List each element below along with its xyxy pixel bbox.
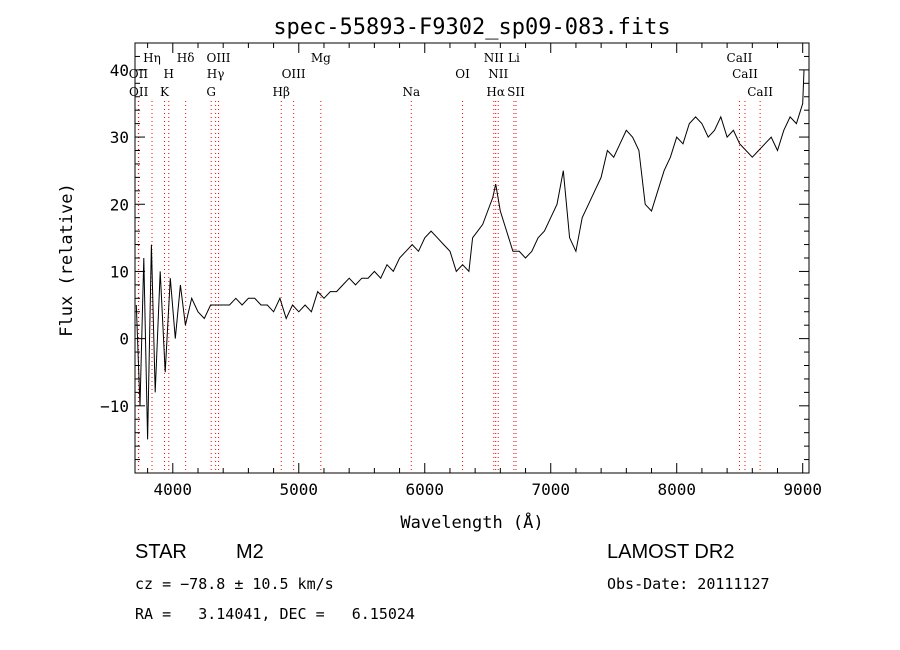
line-marker-label: Hγ [207,67,225,81]
line-marker-label: Li [508,51,520,65]
y-tick-label: 20 [110,195,129,214]
line-marker-label: K [160,85,170,99]
obs-date: Obs-Date: 20111127 [607,575,770,593]
line-marker-label: Hβ [273,85,290,99]
line-marker-label: OIII [282,67,306,81]
y-tick-label: 10 [110,262,129,281]
y-tick-label: 30 [110,128,129,147]
line-marker-label: OI [455,67,470,81]
subclass: M2 [236,541,264,563]
redshift-text: cz = −78.8 ± 10.5 km/s [135,575,334,593]
line-marker-label: H [164,67,174,81]
x-tick-label: 4000 [154,480,193,499]
chart-title: spec-55893-F9302_sp09-083.fits [273,15,670,40]
x-tick-label: 8000 [657,480,696,499]
survey-name: LAMOST DR2 [607,541,735,563]
line-marker-label: NII [484,51,504,65]
line-marker-label: Mg [311,51,331,65]
object-class: STAR [135,541,187,563]
plot-frame [134,42,810,474]
line-marker-label: Na [402,85,420,99]
x-tick-label: 9000 [783,480,822,499]
line-marker-label: SII [507,85,525,99]
line-marker-label: CaII [747,85,773,99]
x-tick-label: 7000 [531,480,570,499]
y-axis-label: Flux (relative) [57,183,77,337]
line-marker-label: CaII [732,67,758,81]
axis-ticks: 4000 5000 6000 7000 8000 9000 −10 0 10 20 30 40 [100,42,822,499]
line-marker-label: OIII [206,51,230,65]
spectrum-line [135,69,805,440]
x-tick-label: 6000 [405,480,444,499]
y-tick-label: 40 [110,61,129,80]
line-marker-label: Hα [486,85,505,99]
coordinates: RA = 3.14041, DEC = 6.15024 [135,605,415,623]
line-marker-label: OII [129,85,149,99]
line-marker-label: NII [488,67,508,81]
line-marker-label: Hη [143,51,161,65]
line-marker-label: OII [129,67,149,81]
line-marker-label: G [206,85,216,99]
y-tick-label: −10 [100,397,129,416]
x-axis-label: Wavelength (Å) [400,511,543,533]
line-marker-label: CaII [727,51,753,65]
line-marker-label: Hδ [177,51,195,65]
x-tick-label: 5000 [280,480,319,499]
y-tick-label: 0 [119,330,129,349]
